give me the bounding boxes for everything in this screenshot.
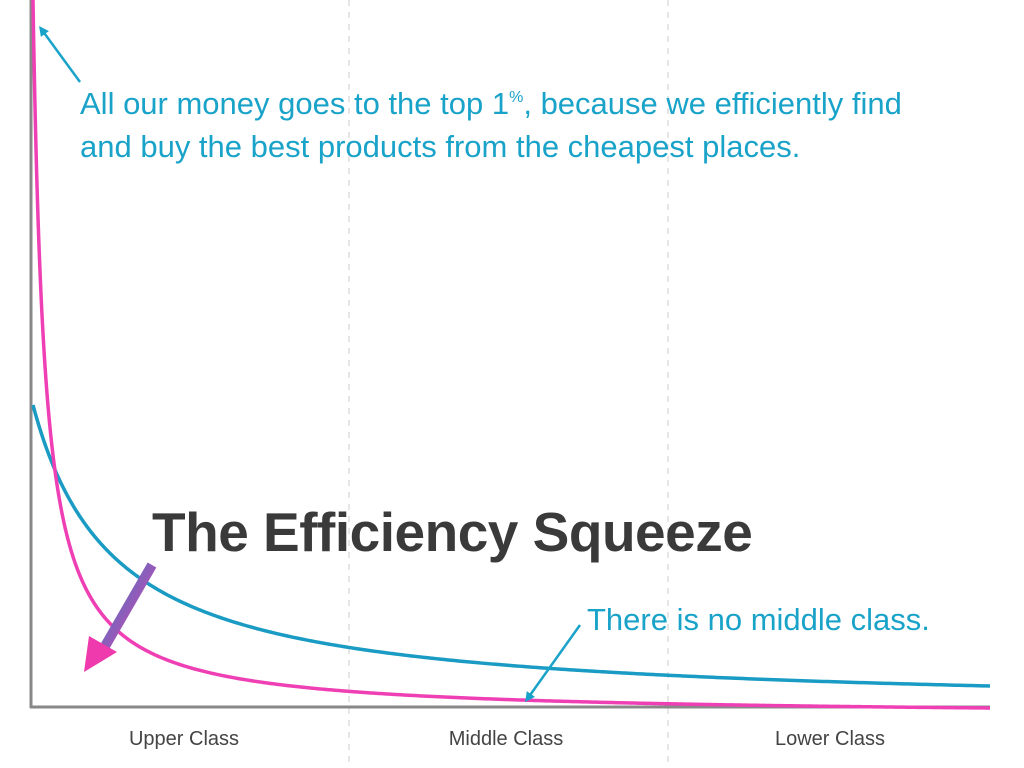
squeeze-arrow: [84, 562, 157, 672]
annotation-middle: There is no middle class.: [587, 602, 930, 637]
category-label-lower: Lower Class: [774, 728, 886, 750]
category-label-upper: Upper Class: [128, 728, 240, 750]
annotation-top-line-1-end: , because we efficiently find: [523, 86, 902, 121]
annotation-arrow-top: [39, 25, 82, 83]
annotation-top-line-2: and buy the best products from the cheap…: [80, 129, 801, 164]
category-label-middle: Middle Class: [448, 728, 564, 750]
annotation-arrow-middle: [525, 624, 582, 703]
annotation-top-line-1: All our money goes to the top 1: [80, 86, 510, 121]
chart-title: The Efficiency Squeeze: [152, 501, 753, 563]
series-line-after: [31, 0, 991, 710]
series-line-before: [31, 404, 991, 688]
annotation-top-percent: %: [509, 89, 524, 106]
annotation-top: All our money goes to the top 1%, becaus…: [80, 82, 1000, 168]
